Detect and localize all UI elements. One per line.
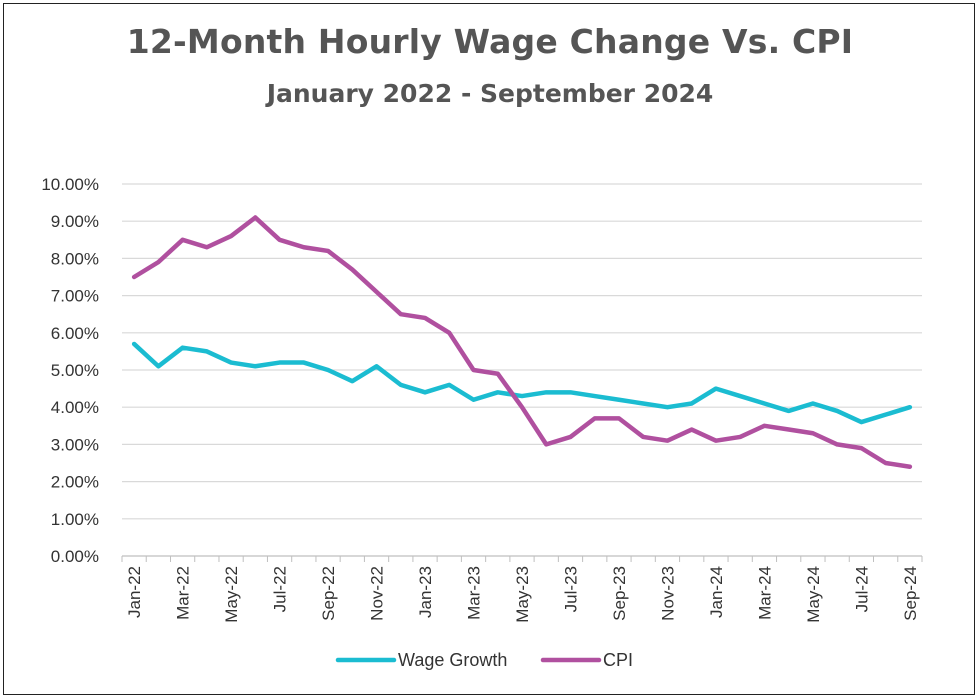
x-tick-label: May-22 [222,566,241,623]
x-axis-ticks: Jan-22 Mar-22 May-22 Jul-22 Sep-22 Nov-22 Jan-… [121,556,923,623]
x-tick-label: Mar-24 [755,566,774,620]
x-tick-label: Mar-23 [465,566,484,620]
y-tick-label: 9.00% [51,212,99,231]
legend-label: Wage Growth [398,650,507,670]
x-tick-label: May-24 [804,566,823,623]
x-tick-label: Jan-24 [707,566,726,618]
y-tick-label: 8.00% [51,249,99,268]
y-tick-label: 3.00% [51,435,99,454]
x-tick-label: Jul-24 [852,566,871,612]
chart-subtitle: January 2022 - September 2024 [266,79,714,108]
x-tick-label: Jul-22 [271,566,290,612]
legend: Wage Growth CPI [335,650,633,670]
chart-frame [3,3,975,695]
y-tick-label: 1.00% [51,510,99,529]
x-tick-label: Nov-22 [368,566,387,621]
series-lines [131,215,913,469]
x-tick-label: Nov-23 [658,566,677,621]
y-tick-label: 4.00% [51,398,99,417]
x-tick-label: Jan-23 [416,566,435,618]
series-line-wage-growth [131,341,913,425]
y-tick-label: 10.00% [41,175,99,194]
x-tick-label: Sep-23 [610,566,629,621]
x-tick-label: Jan-22 [125,566,144,618]
y-tick-label: 5.00% [51,361,99,380]
legend-label: CPI [603,650,633,670]
x-tick-label: May-23 [513,566,532,623]
x-tick-label: Sep-24 [901,566,920,621]
y-axis-ticks: 0.00% 1.00% 2.00% 3.00% 4.00% 5.00% 6.00% 7.00%… [41,175,99,566]
x-tick-label: Mar-22 [174,566,193,620]
y-tick-label: 0.00% [51,547,99,566]
grid-lines [122,183,922,557]
x-tick-label: Sep-22 [319,566,338,621]
chart-title: 12-Month Hourly Wage Change Vs. CPI [126,22,854,61]
y-tick-label: 7.00% [51,287,99,306]
y-tick-label: 2.00% [51,473,99,492]
x-tick-label: Jul-23 [561,566,580,612]
series-line-cpi [131,215,913,469]
y-tick-label: 6.00% [51,324,99,343]
